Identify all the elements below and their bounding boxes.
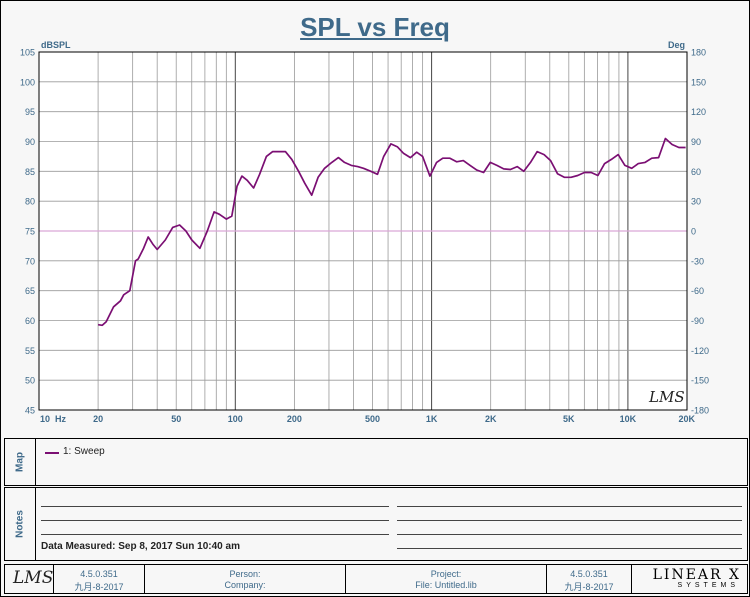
y-tick-label: 60 — [25, 316, 35, 326]
y-tick-label: 85 — [25, 167, 35, 177]
notes-side-tab[interactable]: Notes — [5, 488, 36, 560]
file-label: File: Untitled.lib — [415, 580, 477, 590]
x-tick-label: 500 — [365, 414, 380, 424]
company-label: Company: — [224, 580, 266, 590]
y2-tick-label: 90 — [691, 137, 701, 147]
y-tick-label: 65 — [25, 286, 35, 296]
grid-horizontal — [39, 81, 687, 381]
note-line[interactable] — [41, 506, 389, 507]
x-tick-label: 2K — [485, 414, 497, 424]
y-tick-label: 100 — [20, 77, 35, 87]
y-tick-label: 90 — [25, 137, 35, 147]
data-measured-text: Data Measured: Sep 8, 2017 Sun 10:40 am — [41, 541, 240, 552]
linearx-logo: LINEAR X — [652, 567, 741, 583]
y-axis-label-left: dBSPL — [41, 40, 71, 50]
y2-tick-label: 180 — [691, 48, 706, 58]
x-tick-label: 200 — [287, 414, 302, 424]
y2-tick-label: 150 — [691, 77, 706, 87]
footer-person-cell: Person: Company: — [145, 565, 346, 593]
y-tick-label: 55 — [25, 346, 35, 356]
y2-tick-label: -150 — [691, 376, 709, 386]
project-label: Project: — [430, 569, 462, 579]
y2-tick-label: -90 — [691, 316, 704, 326]
series-line-sweep — [97, 137, 686, 327]
y-tick-label: 80 — [25, 197, 35, 207]
y-ticks-right: -180 -150 -120 -90 -60 -30 0 30 60 90 120 150 180 — [691, 48, 709, 416]
notes-panel: Notes Data Measured: Sep 8, 2017 Sun 10:… — [4, 487, 748, 561]
y-tick-label: 70 — [25, 256, 35, 266]
version-text: 4.5.0.351 — [80, 569, 118, 579]
footer-logo-cell: LMS — [5, 565, 54, 593]
x-tick-label: 10K — [620, 414, 637, 424]
x-ticks: 10 Hz 20 50 100 200 500 1K 2K 5K 10K 20K — [40, 414, 695, 424]
footer-bar: LMS 4.5.0.351 九月-8-2017 Person: Company:… — [4, 564, 748, 594]
x-tick-label: 20 — [93, 414, 103, 424]
note-line[interactable] — [41, 520, 389, 521]
footer-version-left: 4.5.0.351 九月-8-2017 — [54, 565, 145, 593]
y2-tick-label: 0 — [691, 227, 696, 237]
y2-tick-label: -120 — [691, 346, 709, 356]
y2-tick-label: 60 — [691, 167, 701, 177]
series-group — [97, 137, 686, 327]
footer-version-right: 4.5.0.351 九月-8-2017 — [547, 565, 632, 593]
y-tick-label: 75 — [25, 227, 35, 237]
y2-tick-label: -180 — [691, 406, 709, 416]
y2-tick-label: 120 — [691, 107, 706, 117]
spl-vs-freq-chart: 45 50 55 60 65 70 75 80 85 90 95 100 105 -180 -150 -12… — [20, 40, 709, 424]
version-text: 4.5.0.351 — [570, 569, 608, 579]
notes-label: Notes — [14, 510, 26, 538]
map-side-tab[interactable]: Map — [5, 439, 36, 485]
lms-logo: LMS — [13, 568, 54, 588]
y2-tick-label: -30 — [691, 256, 704, 266]
person-label: Person: — [229, 569, 261, 579]
note-line[interactable] — [397, 534, 742, 535]
lms-watermark: LMS — [648, 388, 685, 406]
x-tick-label: 20K — [678, 414, 695, 424]
x-tick-label: 10 Hz — [40, 414, 67, 424]
y2-tick-label: 30 — [691, 197, 701, 207]
y2-tick-label: -60 — [691, 286, 704, 296]
y-tick-label: 50 — [25, 376, 35, 386]
map-label: Map — [14, 452, 26, 472]
plot-border — [38, 51, 688, 411]
x-tick-label: 1K — [426, 414, 438, 424]
footer-project-cell: Project: File: Untitled.lib — [346, 565, 547, 593]
date-text: 九月-8-2017 — [74, 582, 124, 592]
y-tick-label: 105 — [20, 48, 35, 58]
legend-swatch-sweep — [45, 452, 59, 454]
y-axis-label-right: Deg — [668, 40, 685, 50]
y-tick-label: 45 — [25, 406, 35, 416]
y-ticks-left: 45 50 55 60 65 70 75 80 85 90 95 100 105 — [20, 48, 35, 416]
note-line[interactable] — [397, 520, 742, 521]
legend-item-sweep[interactable]: 1: Sweep — [63, 446, 105, 457]
x-tick-label: 50 — [171, 414, 181, 424]
chart-title: SPL vs Freq — [300, 12, 450, 42]
y-tick-label: 95 — [25, 107, 35, 117]
map-panel: Map 1: Sweep — [4, 438, 748, 486]
linearx-subtitle: SYSTEMS — [677, 582, 739, 589]
date-text: 九月-8-2017 — [564, 582, 614, 592]
note-line[interactable] — [41, 534, 389, 535]
x-tick-label: 100 — [228, 414, 243, 424]
x-tick-label: 5K — [563, 414, 575, 424]
note-line[interactable] — [397, 506, 742, 507]
note-line[interactable] — [397, 548, 742, 549]
